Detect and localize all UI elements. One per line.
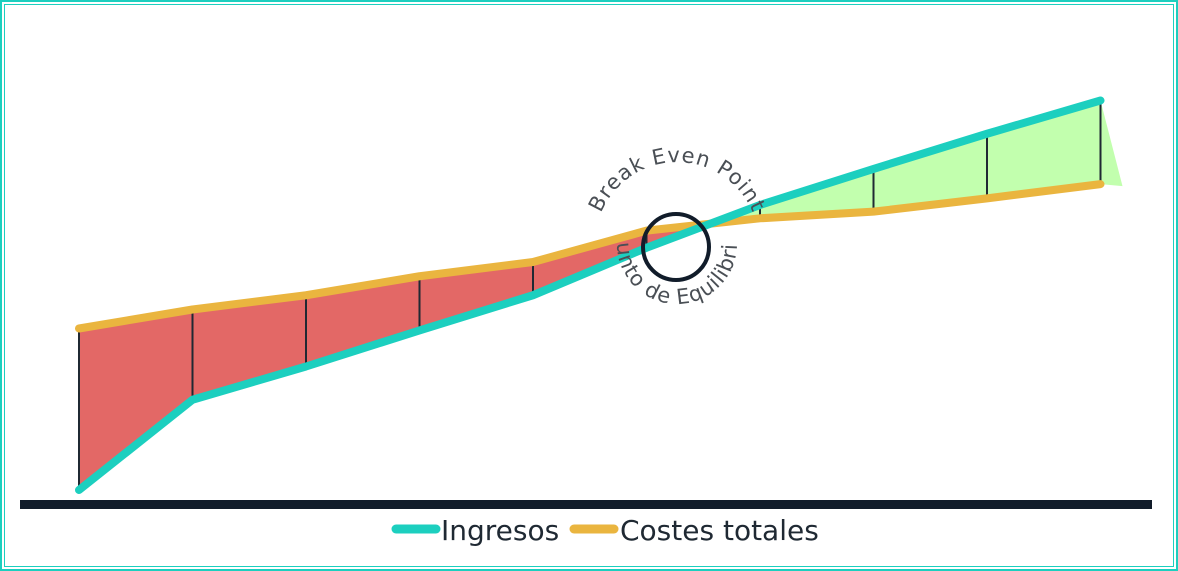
legend-costes-totales-label: Costes totales [620, 514, 819, 547]
series-line-ingresos [75, 96, 1105, 494]
legend: Ingresos Costes totales [391, 514, 819, 547]
series-line-costes-totales [75, 180, 1105, 333]
legend-ingresos-label: Ingresos [441, 514, 559, 547]
annotation-break-even-point: Break Even Point [584, 143, 770, 216]
x-axis-baseline [20, 500, 1152, 509]
loss-area [79, 223, 711, 490]
break-even-marker [641, 212, 711, 282]
inner-frame [4, 4, 1174, 567]
